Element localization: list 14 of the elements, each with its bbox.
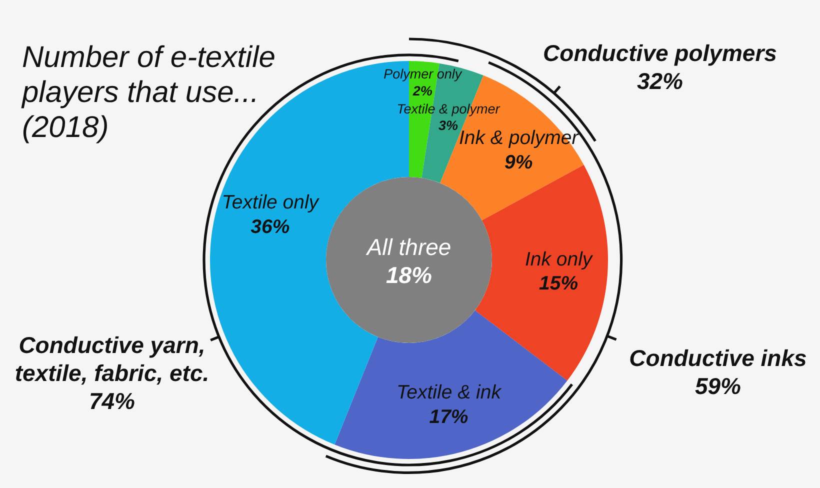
text: Conductive polymers 32% [542, 39, 778, 95]
data-label: 17% [429, 406, 468, 428]
text: Conductive inks 59% [628, 344, 808, 400]
text: Conductive yarn, textile, fabric, etc. 74% [14, 331, 210, 415]
data-label: 3% [438, 118, 458, 134]
data-label: 36% [250, 216, 290, 238]
data-label: 15% [539, 272, 578, 295]
data-label: 2% [412, 83, 432, 98]
slice-label: Textile only [222, 192, 320, 214]
text: All three 18% [364, 233, 452, 289]
data-label: 9% [504, 152, 533, 174]
text: Number of e-textile players that use... (2018) [22, 40, 276, 145]
slice-label: Textile & ink [396, 381, 502, 404]
slice-label: Ink only [524, 248, 594, 270]
